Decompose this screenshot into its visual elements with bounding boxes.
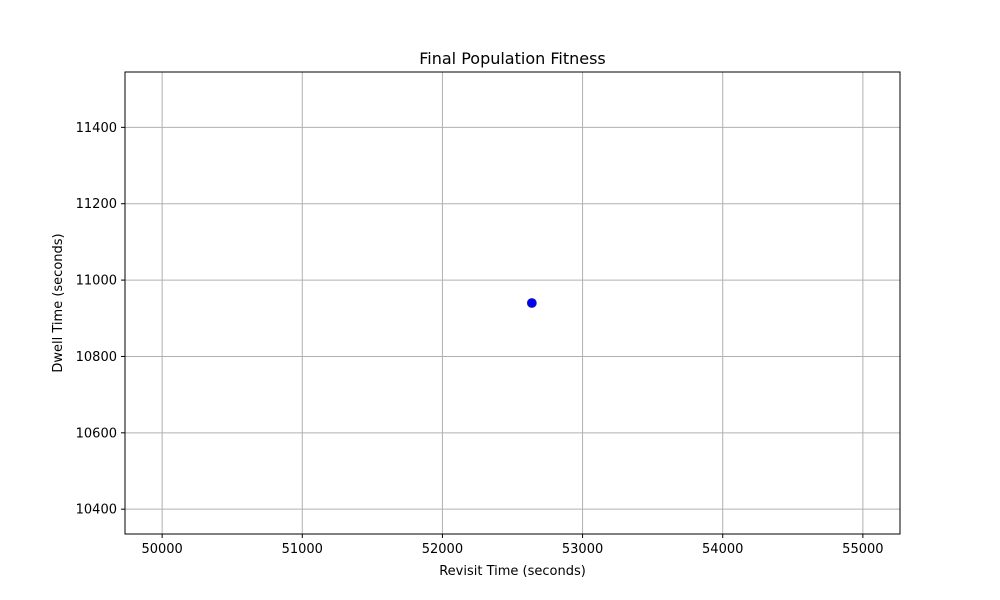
y-tick-label: 10600 <box>76 426 117 441</box>
x-tick-label: 53000 <box>562 542 603 557</box>
x-tick-label: 52000 <box>422 542 463 557</box>
scatter-point <box>526 298 537 308</box>
y-axis-label: Dwell Time (seconds) <box>51 233 66 372</box>
y-axis-ticks: 10400 10600 10800 11000 11200 11400 <box>76 121 125 518</box>
x-tick-label: 55000 <box>842 542 883 557</box>
chart-title: Final Population Fitness <box>419 49 606 68</box>
y-tick-label: 11000 <box>76 274 117 289</box>
x-tick-label: 51000 <box>282 542 323 557</box>
y-tick-label: 11400 <box>76 121 117 136</box>
x-axis-label: Revisit Time (seconds) <box>439 564 586 579</box>
y-tick-label: 11200 <box>76 197 117 212</box>
plot-frame <box>124 71 901 535</box>
data-points <box>526 298 537 308</box>
x-tick-label: 50000 <box>141 542 182 557</box>
x-tick-label: 54000 <box>702 542 743 557</box>
y-tick-label: 10400 <box>76 503 117 518</box>
grid-lines <box>125 72 900 534</box>
x-axis-ticks: 50000 51000 52000 53000 54000 55000 <box>141 534 884 557</box>
y-tick-label: 10800 <box>76 350 117 365</box>
